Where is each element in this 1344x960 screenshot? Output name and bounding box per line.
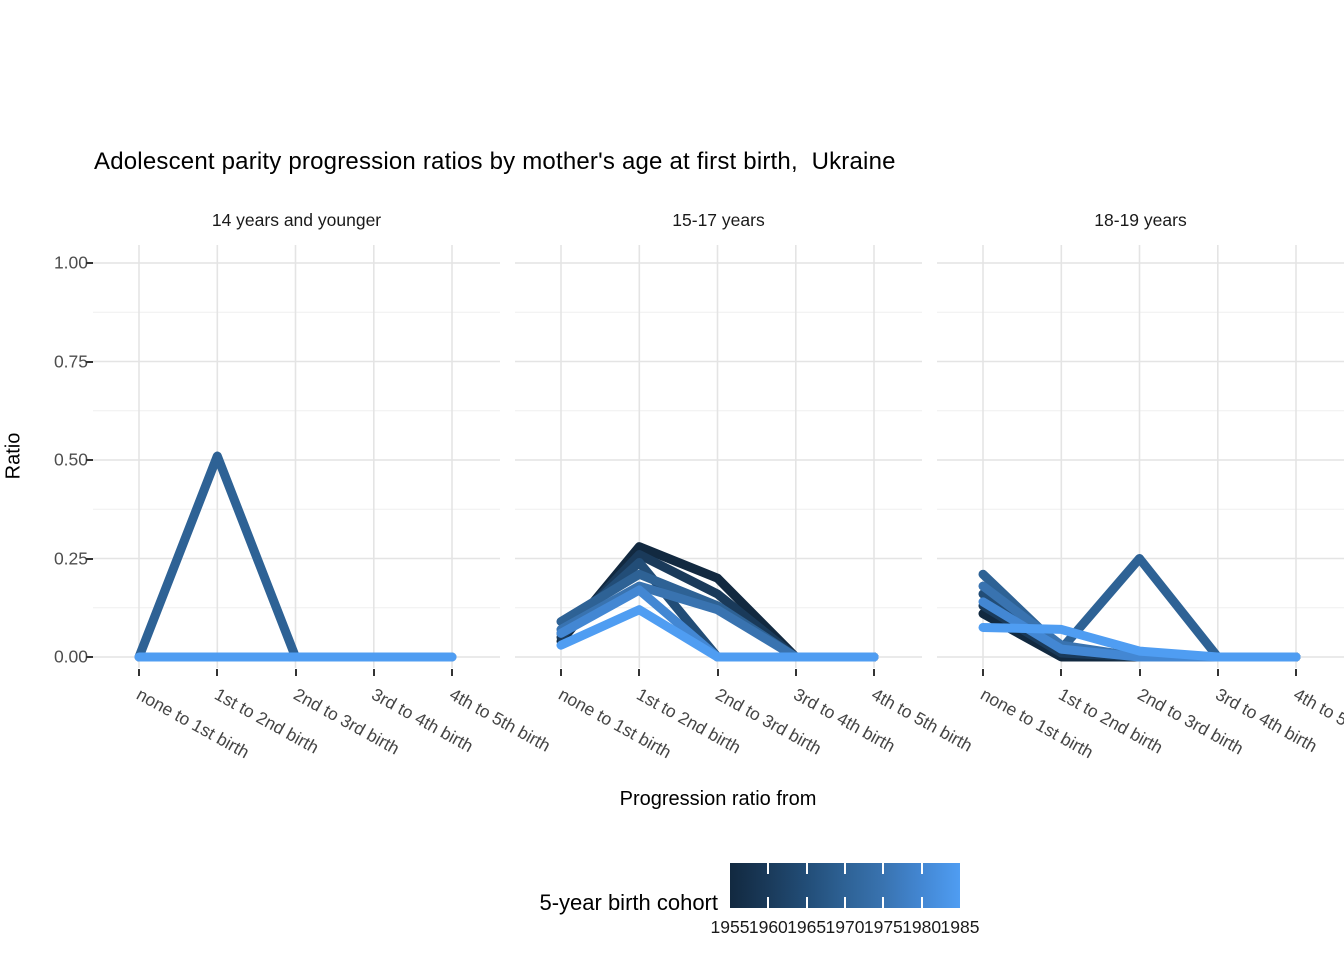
x-axis-tick-mark (372, 669, 375, 676)
x-axis-tick-mark (982, 669, 984, 676)
gridlines (93, 245, 500, 668)
x-axis-tick-mark (1295, 669, 1297, 676)
legend-tick (844, 897, 846, 908)
legend-tick (805, 863, 808, 874)
facet-panel (515, 245, 922, 668)
x-axis-tick-mark (1216, 669, 1219, 676)
legend-title: 5-year birth cohort (539, 890, 718, 915)
facet-panel (93, 245, 500, 668)
legend-tick (920, 863, 923, 874)
x-axis-tick-mark (638, 669, 641, 676)
x-axis-tick-mark (216, 669, 219, 676)
legend-year-label: 1960 (748, 917, 788, 937)
x-axis-tick-mark (873, 669, 875, 676)
facet-plot (93, 245, 500, 668)
y-axis-title: Ratio (2, 432, 25, 480)
x-axis-tick-mark (560, 669, 562, 676)
legend-tick (920, 897, 923, 908)
x-axis-tick-mark (1138, 669, 1141, 676)
legend-tick (767, 863, 770, 874)
facet-strip-label: 15-17 years (672, 210, 765, 230)
legend-year-label: 1955 (710, 917, 750, 937)
y-axis-tick-label: 1.00 (53, 252, 88, 273)
legend-year-label: 1985 (940, 917, 980, 937)
legend-tick (882, 863, 885, 874)
gridlines (937, 245, 1344, 668)
y-axis-tick-mark (86, 557, 93, 560)
y-axis-tick-mark (86, 360, 93, 363)
chart-title: Adolescent parity progression ratios by … (94, 148, 896, 175)
y-axis-tick-label: 0.50 (53, 449, 88, 470)
legend-year-label: 1965 (787, 917, 827, 937)
facet-strip-label: 18-19 years (1094, 210, 1187, 230)
x-axis-tick-mark (794, 669, 797, 676)
cohort-line (978, 622, 1301, 662)
y-axis-tick-label: 0.75 (53, 351, 88, 371)
x-axis-title: Progression ratio from (619, 788, 817, 810)
facet-plot (937, 245, 1344, 668)
y-axis-tick-mark (86, 656, 93, 658)
legend-year-label: 1970 (825, 917, 865, 937)
legend-year-label: 1980 (902, 917, 942, 937)
x-axis-tick-mark (294, 669, 297, 676)
legend-year-label: 1975 (863, 917, 903, 937)
legend-tick (805, 897, 808, 908)
facet-strip-label: 14 years and younger (211, 210, 382, 230)
y-axis-tick-label: 0.25 (53, 548, 88, 568)
legend-colorbar (730, 863, 960, 908)
y-axis-tick-label: 0.00 (53, 646, 88, 667)
x-axis-tick-mark (1060, 669, 1063, 676)
x-axis-tick-mark (716, 669, 719, 676)
x-axis-tick-mark (451, 669, 453, 676)
x-axis-tick-mark (138, 669, 140, 676)
legend-tick (882, 897, 885, 908)
legend-tick (844, 863, 846, 874)
facet-plot (515, 245, 922, 668)
facet-panel (937, 245, 1344, 668)
y-axis-tick-mark (86, 459, 93, 461)
legend-tick (767, 897, 770, 908)
cohort-line (556, 605, 879, 662)
y-axis-tick-mark (86, 262, 93, 264)
